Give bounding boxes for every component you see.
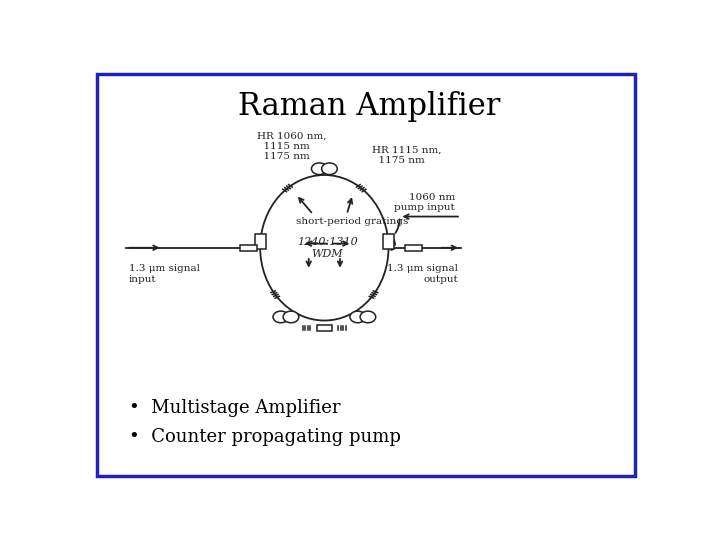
Circle shape <box>312 163 327 174</box>
FancyBboxPatch shape <box>255 234 266 249</box>
Text: HR 1060 nm,
  1115 nm
  1175 nm: HR 1060 nm, 1115 nm 1175 nm <box>257 131 326 161</box>
Text: 1.3 μm signal
output: 1.3 μm signal output <box>387 265 458 284</box>
Circle shape <box>360 311 376 323</box>
Circle shape <box>283 311 299 323</box>
Circle shape <box>273 311 289 323</box>
FancyBboxPatch shape <box>317 325 332 332</box>
Text: •  Counter propagating pump: • Counter propagating pump <box>129 428 401 446</box>
Circle shape <box>350 311 366 323</box>
FancyBboxPatch shape <box>405 245 422 251</box>
FancyBboxPatch shape <box>240 245 256 251</box>
Text: 1060 nm
pump input: 1060 nm pump input <box>395 193 455 212</box>
FancyBboxPatch shape <box>383 234 394 249</box>
Text: Raman Amplifier: Raman Amplifier <box>238 91 500 122</box>
Text: •  Multistage Amplifier: • Multistage Amplifier <box>129 399 341 417</box>
Text: HR 1115 nm,
  1175 nm: HR 1115 nm, 1175 nm <box>372 146 442 165</box>
Text: 1240:1310
WDM: 1240:1310 WDM <box>297 238 358 259</box>
Text: 1.3 μm signal
input: 1.3 μm signal input <box>129 265 200 284</box>
Circle shape <box>322 163 337 174</box>
Text: short-period gratings: short-period gratings <box>296 217 408 226</box>
